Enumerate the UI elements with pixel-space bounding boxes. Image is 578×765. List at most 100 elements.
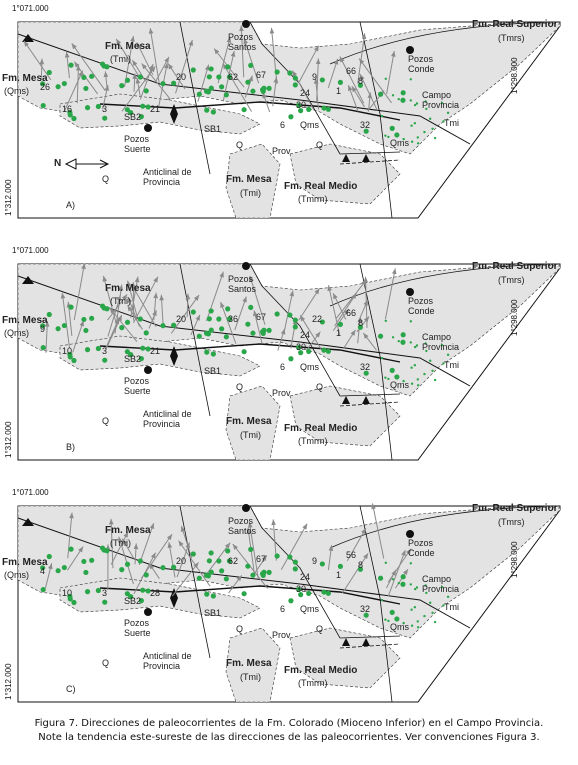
well-dot — [428, 117, 432, 120]
sample-number: 6 — [280, 604, 286, 614]
map-label-sb1: SB1 — [204, 608, 222, 618]
well-dot — [266, 85, 272, 91]
well-dot — [384, 77, 388, 80]
well-dot — [337, 79, 344, 85]
map-label-fm-mesa-top: Fm. Mesa — [105, 41, 151, 52]
sample-number: 28 — [150, 588, 161, 598]
map-label-q-center: Q — [236, 140, 244, 150]
coord-left: 1°312.000 — [4, 179, 13, 216]
well-dot — [402, 137, 405, 141]
map-label-pozos-santos: Pozos Santos — [228, 274, 257, 294]
well-dot — [210, 593, 216, 599]
map-label-fm-real-superior: Fm. Real Superior — [472, 19, 558, 30]
coord-right: 1°298.000 — [510, 57, 519, 94]
paleocurrent-arrow — [72, 320, 85, 353]
fault-line — [249, 263, 341, 397]
well-dot — [431, 127, 434, 130]
well-dot — [425, 107, 428, 111]
map-label-tmi-bottom: (Tmi) — [240, 672, 261, 682]
paleocurrent-arrow — [185, 293, 191, 318]
well-dot — [208, 327, 214, 333]
well-dot — [40, 586, 46, 593]
well-dot — [410, 140, 414, 143]
well-dot — [137, 558, 143, 564]
paleocurrent-arrow — [167, 542, 176, 578]
well-dot — [124, 107, 130, 113]
map-label-fm-real-medio: Fm. Real Medio — [284, 181, 358, 192]
paleocurrent-arrow — [327, 545, 334, 570]
paleocurrent-arrow — [67, 546, 84, 571]
well-dot — [83, 327, 89, 334]
well-dot — [245, 79, 251, 85]
map-label-sb2: SB2 — [124, 596, 142, 606]
well-dot — [319, 561, 325, 567]
well-dot — [292, 559, 298, 565]
well-dot — [287, 554, 293, 560]
well-dot — [140, 103, 146, 109]
map-panel-b: Fm. Mesa (Tmi) Fm. Mesa (Qms) Pozos Santos Poz… — [0, 246, 578, 478]
thrust-teeth — [342, 396, 370, 404]
map-label-anticlinal: Anticlinal de Provincia — [143, 167, 192, 187]
map-label-fm-mesa-top: Fm. Mesa — [105, 283, 151, 294]
well-dot — [288, 114, 294, 120]
paleocurrent-arrow — [108, 518, 114, 569]
stream-nuevo-mundo — [329, 505, 561, 549]
well-dot — [416, 136, 419, 139]
paleocurrent-arrow — [371, 503, 385, 559]
well-dot — [124, 591, 130, 597]
well-dot — [391, 94, 395, 97]
well-dot — [84, 105, 91, 111]
well-dot — [377, 575, 384, 581]
sample-number: 21 — [150, 346, 161, 356]
anticline-marker — [170, 588, 178, 608]
well-dot — [416, 378, 419, 381]
well-dot — [397, 339, 400, 343]
paleocurrent-arrow — [347, 84, 359, 112]
well-dot — [363, 128, 369, 134]
well-dot — [325, 348, 331, 354]
well-dot — [203, 88, 210, 94]
well-dot — [431, 611, 434, 614]
well-dot — [248, 546, 254, 553]
well-dot — [46, 311, 52, 318]
well-dot — [210, 351, 216, 357]
well-dot — [446, 353, 450, 357]
well-dot — [143, 88, 149, 94]
geologic-unit-tmi-south — [225, 627, 281, 703]
well-dot — [409, 562, 413, 565]
well-dot — [128, 594, 134, 600]
well-dot — [413, 605, 417, 609]
well-dot — [216, 316, 222, 322]
paleocurrent-arrow — [136, 42, 154, 76]
well-dot — [137, 316, 143, 322]
well-dot — [380, 356, 384, 360]
map-label-tmi-right: Tmi — [444, 602, 459, 612]
well-dot — [380, 114, 384, 118]
well-dot — [204, 107, 210, 113]
paleocurrent-arrow — [180, 525, 193, 559]
coord-top: 1°071.000 — [12, 246, 49, 255]
well-dot — [248, 62, 254, 69]
well-dot — [160, 323, 166, 329]
well-dot — [68, 546, 74, 552]
well-dot — [409, 341, 412, 344]
geologic-map — [17, 20, 561, 219]
paleocurrent-arrow — [220, 301, 237, 344]
paleocurrent-arrow — [39, 58, 45, 78]
well-dot — [292, 566, 298, 572]
well-dot — [325, 106, 331, 112]
well-dot — [208, 550, 214, 556]
well-dot — [391, 336, 395, 339]
well-dot — [424, 342, 427, 345]
sample-number: 9 — [40, 324, 46, 334]
map-label-qms-center: Qms — [300, 362, 319, 372]
sample-number: 30 — [296, 100, 307, 110]
map-label-tmi-top: (Tmi) — [110, 54, 131, 64]
paleocurrent-arrow — [133, 543, 139, 565]
well-dot — [68, 304, 74, 310]
well-dot — [440, 101, 444, 105]
well-dot — [288, 598, 294, 604]
thrust-teeth — [342, 154, 370, 162]
well-dot — [160, 81, 166, 87]
well-dot — [250, 572, 256, 578]
